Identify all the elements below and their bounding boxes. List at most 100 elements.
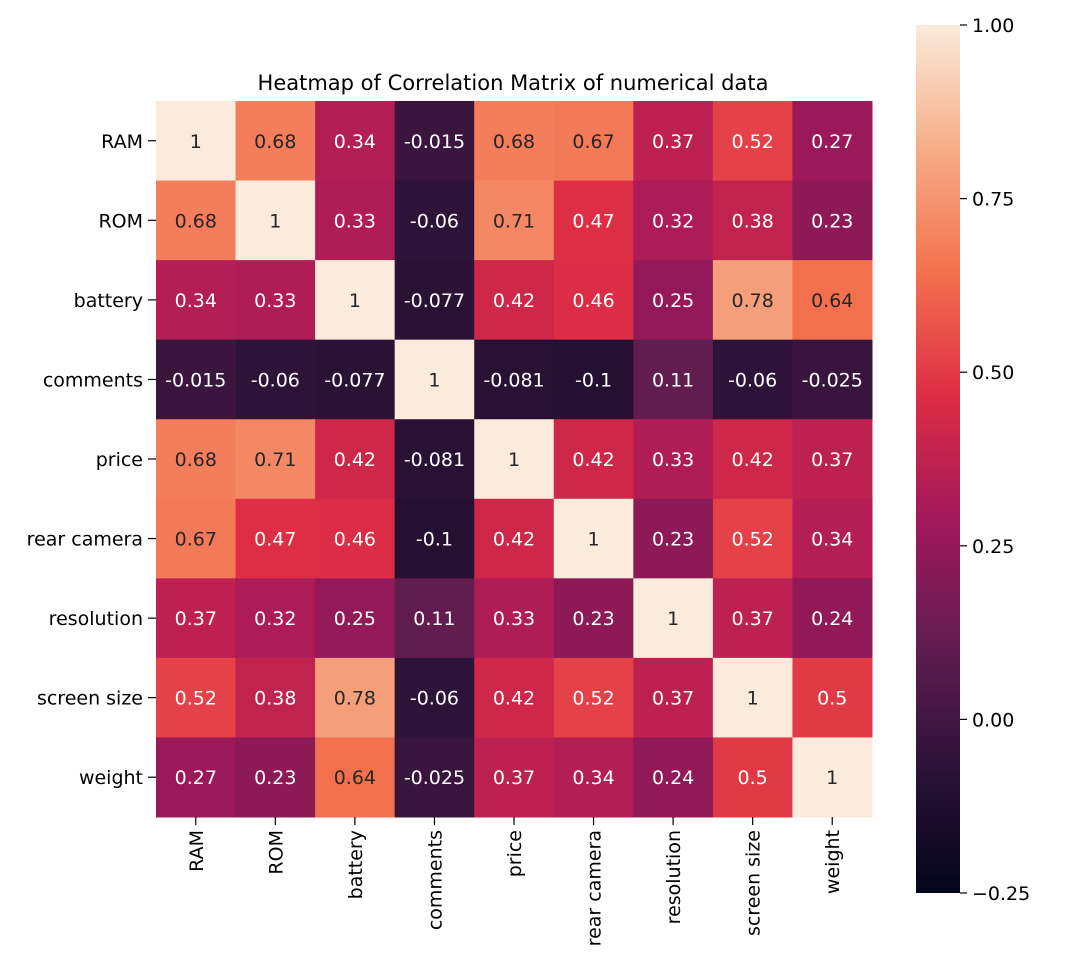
cell-value-label: 0.27 xyxy=(175,767,217,789)
heatmap-cell xyxy=(394,260,475,341)
heatmap-cell xyxy=(156,737,237,818)
x-tick-label: price xyxy=(504,830,526,877)
cell-value-label: 1 xyxy=(349,290,361,312)
cell-value-label: 1 xyxy=(588,529,600,551)
cell-value-label: -0.1 xyxy=(416,529,453,551)
cell-value-label: 0.38 xyxy=(254,688,296,710)
cell-value-label: 0.25 xyxy=(652,290,694,312)
heatmap-cell xyxy=(474,737,555,818)
heatmap-cell xyxy=(712,578,793,659)
cell-value-label: 0.33 xyxy=(652,449,694,471)
cell-value-label: 0.11 xyxy=(652,369,694,391)
heatmap-cell xyxy=(633,737,714,818)
cell-value-label: 0.42 xyxy=(493,529,535,551)
heatmap-cell xyxy=(792,260,873,341)
colorbar-tick-label: 0.25 xyxy=(972,536,1014,558)
heatmap-cell xyxy=(712,657,793,738)
cell-value-label: 1 xyxy=(428,369,440,391)
heatmap-cell xyxy=(315,260,396,341)
heatmap-cell xyxy=(792,737,873,818)
heatmap-cell xyxy=(474,657,555,738)
cell-value-label: 0.46 xyxy=(334,529,376,551)
cell-value-label: 0.37 xyxy=(175,608,217,630)
cell-value-label: 0.34 xyxy=(334,131,376,153)
heatmap-cell xyxy=(394,101,475,182)
heatmap-cell xyxy=(633,578,714,659)
heatmap-cell xyxy=(792,578,873,659)
cell-value-label: -0.081 xyxy=(404,449,465,471)
heatmap-cell xyxy=(394,657,475,738)
cell-value-label: 0.11 xyxy=(413,608,455,630)
heatmap-cell xyxy=(633,180,714,261)
heatmap-cell xyxy=(792,498,873,579)
cell-value-label: -0.06 xyxy=(410,688,459,710)
cell-value-label: 0.33 xyxy=(334,210,376,232)
cell-value-label: -0.025 xyxy=(802,369,863,391)
heatmap-cell xyxy=(474,578,555,659)
cell-value-label: 1 xyxy=(190,131,202,153)
cell-value-label: 0.42 xyxy=(732,449,774,471)
cell-value-label: 0.67 xyxy=(572,131,614,153)
cell-value-label: 1 xyxy=(508,449,520,471)
heatmap-cell xyxy=(394,339,475,420)
x-tick-label: RAM xyxy=(186,830,208,872)
heatmap-cell xyxy=(553,498,634,579)
heatmap-cell xyxy=(712,260,793,341)
cell-value-label: -0.06 xyxy=(410,210,459,232)
heatmap-cell xyxy=(235,101,316,182)
heatmap-cell xyxy=(315,498,396,579)
heatmap-cell xyxy=(633,498,714,579)
heatmap-cell xyxy=(235,578,316,659)
cell-value-label: 0.5 xyxy=(817,688,847,710)
heatmap-cell xyxy=(712,180,793,261)
cell-value-label: 0.64 xyxy=(334,767,376,789)
heatmap-cell xyxy=(792,180,873,261)
cell-value-label: 0.37 xyxy=(493,767,535,789)
heatmap-cell xyxy=(156,260,237,341)
x-tick-label: rear camera xyxy=(584,830,606,946)
heatmap-cell xyxy=(712,101,793,182)
cell-value-label: 0.47 xyxy=(572,210,614,232)
colorbar-tick-label: 0.50 xyxy=(972,362,1014,384)
cell-value-label: -0.06 xyxy=(728,369,777,391)
cell-value-label: 1 xyxy=(826,767,838,789)
cell-value-label: 0.71 xyxy=(493,210,535,232)
heatmap-cell xyxy=(235,737,316,818)
heatmap-cell xyxy=(474,339,555,420)
y-tick-label: comments xyxy=(43,369,143,391)
heatmap-cell xyxy=(235,419,316,500)
cell-value-label: -0.081 xyxy=(483,369,544,391)
heatmap-cell xyxy=(315,419,396,500)
colorbar-gradient xyxy=(916,25,960,893)
cell-value-label: 1 xyxy=(667,608,679,630)
heatmap-cell xyxy=(315,339,396,420)
cell-value-label: 0.23 xyxy=(811,210,853,232)
cell-value-label: 0.78 xyxy=(732,290,774,312)
cell-value-label: 0.46 xyxy=(572,290,614,312)
cell-value-label: 0.64 xyxy=(811,290,853,312)
heatmap-cell xyxy=(156,657,237,738)
heatmap-cell xyxy=(553,260,634,341)
cell-value-label: 0.52 xyxy=(732,131,774,153)
y-tick-label: weight xyxy=(79,767,143,789)
cell-value-label: 0.67 xyxy=(175,529,217,551)
x-tick-label: weight xyxy=(822,830,844,894)
y-axis-tick-labels: RAM ROM battery comments price rear camera res… xyxy=(27,131,156,789)
heatmap-cell xyxy=(792,101,873,182)
heatmap-cell xyxy=(633,419,714,500)
cell-value-label: 0.34 xyxy=(811,529,853,551)
heatmap-cell xyxy=(235,180,316,261)
heatmap-cell xyxy=(633,657,714,738)
heatmap-cell xyxy=(553,737,634,818)
heatmap-cell xyxy=(712,419,793,500)
cell-value-label: 0.27 xyxy=(811,131,853,153)
heatmap-cell xyxy=(792,657,873,738)
y-tick-label: rear camera xyxy=(27,529,143,551)
x-tick-label: battery xyxy=(345,830,367,899)
cell-value-label: 0.32 xyxy=(652,210,694,232)
cell-value-label: 0.37 xyxy=(652,688,694,710)
y-tick-label: price xyxy=(96,449,143,471)
heatmap-cell xyxy=(394,737,475,818)
cell-value-label: -0.025 xyxy=(404,767,465,789)
